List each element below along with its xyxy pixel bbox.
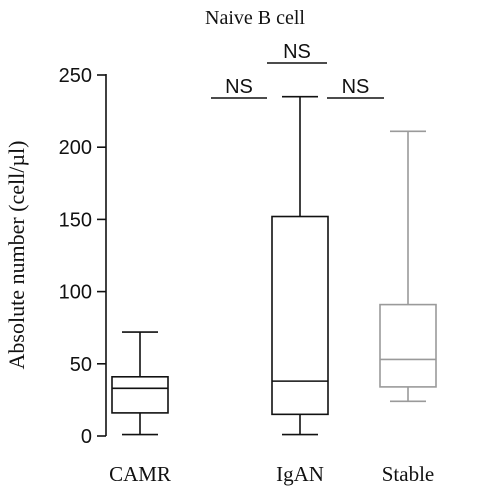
y-tick-label: 200 [59, 137, 92, 159]
y-tick-label: 0 [81, 426, 92, 448]
box-stable [379, 130, 437, 403]
y-tick-label: 50 [70, 354, 92, 376]
y-tick-label: 100 [59, 282, 92, 304]
significance-group: NS NS NS [211, 41, 384, 99]
iqr-box [379, 303, 437, 388]
box-igan [271, 95, 329, 436]
x-category-label: CAMR [109, 462, 171, 486]
x-category-label: Stable [382, 462, 435, 486]
chart-title: Naive B cell [205, 7, 305, 29]
iqr-box [271, 215, 329, 416]
y-tick-label: 250 [59, 65, 92, 87]
y-axis-label: Absolute number (cell/µl) [4, 141, 29, 370]
x-category-label: IgAN [276, 462, 324, 486]
iqr-box [111, 375, 169, 414]
axes-group: 0 50 100 150 200 250 CAMR IgAN Stable [59, 65, 435, 486]
boxes-group [111, 95, 437, 436]
box-camr [111, 331, 169, 436]
y-tick-label: 150 [59, 209, 92, 231]
significance-label: NS [225, 76, 253, 98]
significance-label: NS [342, 76, 370, 98]
significance-label: NS [283, 41, 311, 63]
